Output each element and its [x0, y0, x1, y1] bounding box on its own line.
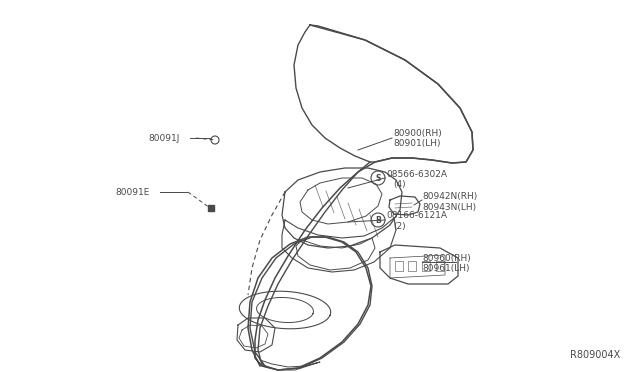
Text: S: S: [375, 173, 381, 183]
Text: (2): (2): [393, 221, 406, 231]
Bar: [436, 261, 444, 271]
Text: 80900(RH): 80900(RH): [393, 128, 442, 138]
Text: 80901(LH): 80901(LH): [393, 138, 440, 148]
Text: 80091E: 80091E: [115, 187, 149, 196]
Bar: [408, 261, 416, 271]
Text: 80942N(RH): 80942N(RH): [422, 192, 477, 201]
Text: R809004X: R809004X: [570, 350, 620, 360]
Text: 80943N(LH): 80943N(LH): [422, 202, 476, 212]
Text: 80961(LH): 80961(LH): [422, 263, 470, 273]
Text: 80960(RH): 80960(RH): [422, 253, 471, 263]
Text: 08566-6302A: 08566-6302A: [386, 170, 447, 179]
Text: 80091J: 80091J: [148, 134, 179, 142]
Bar: [208, 205, 214, 211]
Text: (4): (4): [393, 180, 406, 189]
Bar: [395, 261, 403, 271]
Text: B: B: [375, 215, 381, 224]
Bar: [422, 261, 430, 271]
Text: 08166-6121A: 08166-6121A: [386, 211, 447, 219]
